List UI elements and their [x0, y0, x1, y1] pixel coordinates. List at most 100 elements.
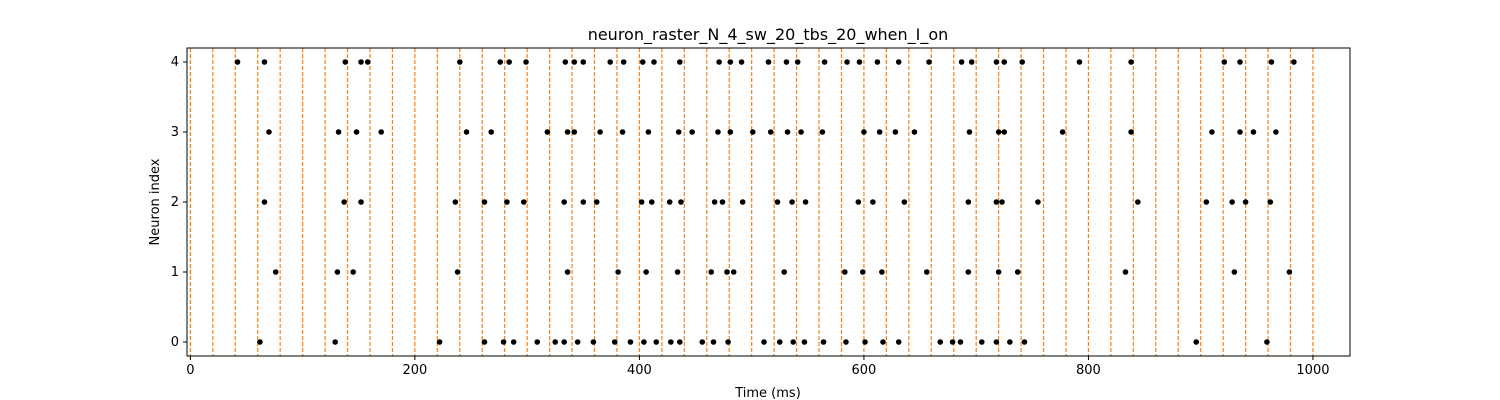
spike-point	[965, 269, 972, 275]
spike-point	[874, 59, 881, 65]
spike-point	[342, 59, 349, 65]
spike-point	[689, 129, 695, 135]
spike-point	[615, 269, 621, 275]
spike-point	[715, 129, 721, 135]
spike-point	[500, 339, 507, 345]
spike-point	[668, 339, 674, 345]
spike-point	[261, 199, 268, 205]
spike-point	[1135, 199, 1141, 205]
spike-point	[1221, 59, 1228, 65]
spike-point	[783, 59, 790, 65]
spike-point	[1021, 339, 1028, 345]
spike-point	[870, 199, 876, 205]
spike-point	[638, 199, 645, 205]
spike-point	[711, 199, 718, 205]
spike-point	[739, 199, 746, 205]
x-tick-label: 800	[1076, 363, 1101, 378]
spike-point	[510, 339, 517, 345]
spike-point	[456, 59, 463, 65]
spike-point	[968, 59, 975, 65]
spike-point	[1268, 59, 1275, 65]
spike-point	[895, 59, 902, 65]
spike-point	[436, 339, 443, 345]
spike-point	[641, 339, 647, 345]
x-tick-label: 0	[186, 363, 194, 378]
spike-point	[463, 129, 470, 135]
spike-point	[607, 59, 614, 65]
spike-point	[1007, 339, 1013, 345]
spike-point	[820, 339, 827, 345]
spike-point	[1128, 129, 1134, 135]
spike-point	[790, 339, 796, 345]
spike-point	[926, 59, 932, 65]
spike-point	[627, 339, 634, 345]
spike-point	[911, 129, 918, 135]
spike-point	[234, 59, 241, 65]
spike-point	[1237, 59, 1243, 65]
spike-point	[653, 339, 660, 345]
spike-point	[880, 339, 886, 345]
spike-point	[504, 199, 510, 205]
spike-point	[675, 129, 682, 135]
spike-point	[767, 129, 774, 135]
spike-point	[727, 59, 734, 65]
spike-point	[993, 59, 1000, 65]
spike-point	[561, 199, 567, 205]
spike-point	[949, 339, 956, 345]
spike-point	[716, 59, 722, 65]
spike-point	[1250, 129, 1257, 135]
x-tick-label: 600	[852, 363, 877, 378]
spike-point	[261, 59, 268, 65]
spike-point	[488, 129, 495, 135]
spike-point	[506, 59, 512, 65]
spike-point	[727, 129, 734, 135]
spike-point	[1014, 269, 1021, 275]
spike-point	[725, 339, 731, 345]
spike-point	[552, 339, 559, 345]
y-tick-label: 4	[171, 55, 179, 70]
spike-point	[999, 199, 1005, 205]
spike-point	[842, 269, 848, 275]
spike-point	[534, 339, 541, 345]
spike-point	[993, 199, 1000, 205]
spike-point	[378, 129, 385, 135]
spike-point	[1193, 339, 1200, 345]
spike-point	[520, 199, 527, 205]
spike-point	[802, 199, 809, 205]
spike-point	[1001, 59, 1008, 65]
spike-point	[648, 199, 655, 205]
spike-point	[564, 129, 571, 135]
spike-point	[481, 199, 488, 205]
spike-point	[937, 339, 944, 345]
spike-point	[1128, 59, 1134, 65]
spike-point	[923, 269, 930, 275]
spike-point	[749, 129, 756, 135]
spike-point	[993, 339, 1000, 345]
spike-point	[699, 339, 706, 345]
spike-point	[821, 59, 828, 65]
spike-point	[958, 59, 965, 65]
x-axis-ticks: 0 200 400 600 800 1000	[186, 356, 1330, 378]
spike-point	[580, 199, 587, 205]
spike-point	[1035, 199, 1041, 205]
spike-point	[523, 59, 529, 65]
spike-point	[1264, 339, 1270, 345]
spike-point	[798, 129, 804, 135]
spike-point	[1242, 199, 1249, 205]
spike-point	[1203, 199, 1210, 205]
x-axis-label: Time (ms)	[734, 386, 801, 400]
spike-point	[1286, 269, 1293, 275]
spike-point	[364, 59, 371, 65]
spike-point	[571, 129, 578, 135]
spike-point	[761, 339, 767, 345]
spike-point	[794, 59, 801, 65]
spike-point	[856, 59, 863, 65]
spike-point	[1076, 59, 1083, 65]
spike-point	[1209, 129, 1215, 135]
spike-point	[358, 59, 364, 65]
spike-point	[1019, 59, 1026, 65]
spike-point	[272, 269, 279, 275]
spike-point	[358, 199, 364, 205]
spike-point	[1267, 199, 1274, 205]
